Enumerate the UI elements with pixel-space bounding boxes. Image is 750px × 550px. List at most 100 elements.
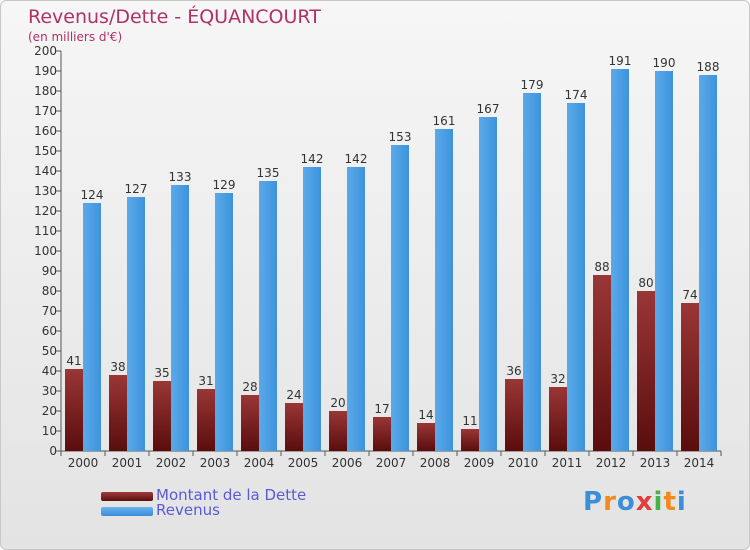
bar-revenus [259,181,277,451]
bar-revenus [303,167,321,451]
legend-swatch-dette [101,492,153,501]
logo-letter: r [603,487,617,517]
chart-subtitle: (en milliers d'€) [28,30,123,44]
value-label: 20 [330,396,345,410]
bar-dette [549,387,567,451]
y-tick-label: 100 [34,244,57,258]
x-tick-label: 2007 [376,456,407,470]
value-label: 153 [389,130,412,144]
value-label: 35 [154,366,169,380]
y-tick-label: 20 [42,404,57,418]
y-tick-label: 80 [42,284,57,298]
value-label: 127 [125,182,148,196]
x-tick-label: 2009 [464,456,495,470]
bar-dette [681,303,699,451]
bar-dette [65,369,83,451]
x-tick-label: 2003 [200,456,231,470]
value-label: 28 [242,380,257,394]
x-tick-label: 2012 [596,456,627,470]
value-label: 24 [286,388,301,402]
value-label: 80 [638,276,653,290]
chart-title: Revenus/Dette - ÉQUANCOURT [28,6,321,28]
value-label: 38 [110,360,125,374]
bar-dette [505,379,523,451]
value-label: 129 [213,178,236,192]
x-tick-label: 2004 [244,456,275,470]
value-label: 191 [609,54,632,68]
proxiti-logo: Proxiti [583,487,687,517]
value-label: 142 [301,152,324,166]
y-tick-label: 170 [34,104,57,118]
x-tick-label: 2000 [68,456,99,470]
y-tick-label: 40 [42,364,57,378]
legend-swatch-revenus [101,507,153,516]
bar-dette [285,403,303,451]
y-tick-label: 90 [42,264,57,278]
value-label: 190 [653,56,676,70]
value-label: 188 [697,60,720,74]
y-tick-label: 190 [34,64,57,78]
y-tick-label: 130 [34,184,57,198]
bar-revenus [391,145,409,451]
value-label: 74 [682,288,697,302]
x-tick-label: 2005 [288,456,319,470]
bar-revenus [611,69,629,451]
value-label: 11 [462,414,477,428]
x-tick-label: 2001 [112,456,143,470]
bar-revenus [699,75,717,451]
y-tick-label: 140 [34,164,57,178]
value-label: 17 [374,402,389,416]
y-tick-label: 70 [42,304,57,318]
bar-revenus [523,93,541,451]
x-tick-label: 2008 [420,456,451,470]
x-tick-label: 2002 [156,456,187,470]
y-tick-label: 200 [34,44,57,58]
bars [65,69,717,451]
value-label: 14 [418,408,433,422]
x-tick-label: 2006 [332,456,363,470]
value-label: 32 [550,372,565,386]
y-tick-label: 10 [42,424,57,438]
value-label: 135 [257,166,280,180]
bar-revenus [215,193,233,451]
value-label: 142 [345,152,368,166]
y-tick-label: 180 [34,84,57,98]
y-tick-label: 150 [34,144,57,158]
value-label: 133 [169,170,192,184]
bar-dette [109,375,127,451]
x-tick-label: 2014 [684,456,715,470]
y-tick-label: 50 [42,344,57,358]
value-label: 124 [81,188,104,202]
bar-dette [373,417,391,451]
logo-letter: i [653,487,664,517]
bar-dette [593,275,611,451]
y-tick-label: 30 [42,384,57,398]
bar-revenus [127,197,145,451]
value-label: 161 [433,114,456,128]
legend-label-dette: Montant de la Dette [156,486,307,504]
logo-letter: P [583,487,604,517]
y-tick-label: 60 [42,324,57,338]
y-tick-label: 110 [34,224,57,238]
bar-dette [461,429,479,451]
y-tick-label: 160 [34,124,57,138]
bar-revenus [479,117,497,451]
logo-letter: i [676,487,687,517]
bar-dette [637,291,655,451]
bar-revenus [655,71,673,451]
bar-revenus [435,129,453,451]
bar-dette [241,395,259,451]
value-label: 31 [198,374,213,388]
bar-revenus [83,203,101,451]
bar-dette [153,381,171,451]
value-labels: 41 38 35 31 28 24 20 17 14 11 36 32 88 80 74 124 127 133 1… [66,54,719,428]
legend-label-revenus: Revenus [156,501,220,519]
logo-letter: t [663,487,677,517]
value-label: 167 [477,102,500,116]
x-tick-label: 2011 [552,456,583,470]
bar-revenus [347,167,365,451]
y-tick-label: 0 [49,444,57,458]
bar-revenus [567,103,585,451]
